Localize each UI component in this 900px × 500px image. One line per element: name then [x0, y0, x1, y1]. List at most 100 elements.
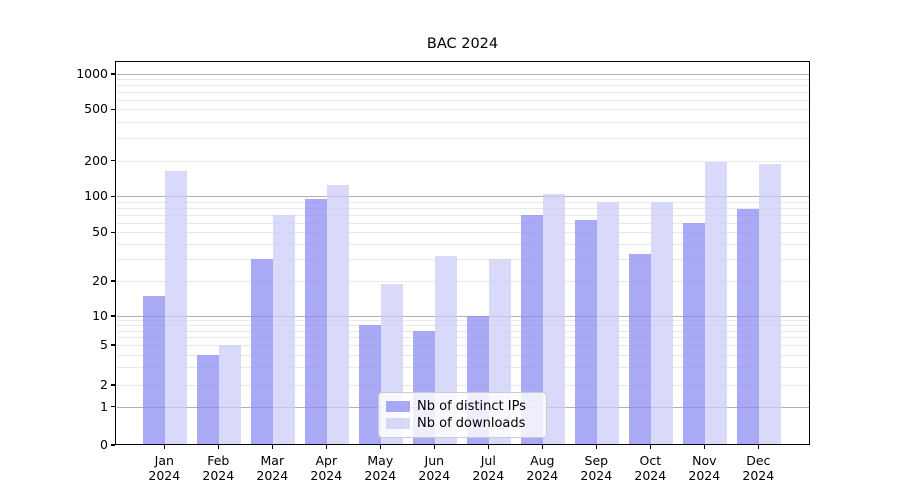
y-tick-label: 500 — [84, 101, 108, 117]
major-gridline — [117, 74, 809, 75]
bar-distinct-ips — [629, 254, 651, 444]
x-tick-label-month: Mar — [260, 453, 285, 468]
bar-downloads — [273, 214, 295, 444]
minor-gridline — [117, 109, 809, 111]
y-tick-label: 20 — [92, 273, 108, 288]
x-tick-mark — [325, 445, 327, 449]
y-tick-mark — [111, 231, 115, 233]
minor-gridline — [117, 121, 809, 123]
y-tick-mark — [111, 444, 115, 446]
bar-distinct-ips — [521, 214, 543, 444]
x-tick-mark — [217, 445, 219, 449]
y-tick-mark — [111, 406, 115, 408]
x-tick-mark — [541, 445, 543, 449]
x-tick-label-month: May — [367, 453, 394, 468]
legend-row-downloads: Nb of downloads — [386, 416, 538, 431]
y-tick-label: 100 — [84, 188, 108, 204]
bar-downloads — [165, 170, 187, 444]
bar-downloads — [705, 162, 727, 444]
x-tick-label-month: Feb — [207, 453, 230, 468]
x-tick-label: Sep 2024 — [564, 453, 628, 483]
y-tick-mark — [111, 384, 115, 386]
x-tick-label-month: Jun — [424, 453, 445, 468]
minor-gridline — [117, 330, 809, 332]
x-tick-mark — [271, 445, 273, 449]
minor-gridline — [117, 214, 809, 216]
minor-gridline — [117, 367, 809, 369]
bar-distinct-ips — [359, 325, 381, 444]
minor-gridline — [117, 320, 809, 322]
y-tick-label: 50 — [92, 224, 108, 240]
x-tick-label: Nov 2024 — [672, 453, 736, 483]
x-tick-label-year: 2024 — [148, 468, 181, 483]
y-tick-label: 2 — [100, 377, 108, 392]
x-tick-label-year: 2024 — [688, 468, 721, 483]
x-tick-label-month: Jan — [154, 453, 174, 468]
minor-gridline — [117, 100, 809, 101]
y-tick-label: 1 — [100, 398, 108, 414]
x-tick-label-year: 2024 — [580, 468, 613, 483]
x-tick-label-month: Apr — [315, 453, 338, 468]
x-tick-label: Jun 2024 — [402, 453, 466, 483]
x-tick-mark — [487, 445, 489, 449]
x-tick-label: Mar 2024 — [240, 453, 304, 483]
y-tick-mark — [111, 315, 115, 317]
x-tick-label: Jul 2024 — [456, 453, 520, 483]
x-tick-label: Feb 2024 — [186, 453, 250, 483]
x-tick-label-year: 2024 — [310, 468, 343, 483]
x-tick-label: Dec 2024 — [726, 453, 790, 483]
x-tick-label-year: 2024 — [634, 468, 667, 483]
legend-row-distinct-ips: Nb of distinct IPs — [386, 399, 538, 414]
major-gridline — [117, 196, 809, 198]
x-tick-label-year: 2024 — [418, 468, 451, 483]
bar-downloads — [543, 193, 565, 444]
x-tick-label-year: 2024 — [742, 468, 775, 483]
minor-gridline — [117, 92, 809, 94]
minor-gridline — [117, 138, 809, 139]
y-tick-label: 5 — [100, 337, 108, 352]
x-tick-label: May 2024 — [348, 453, 412, 483]
x-tick-mark — [649, 445, 651, 449]
x-tick-label: Apr 2024 — [294, 453, 358, 483]
x-tick-mark — [379, 445, 381, 449]
minor-gridline — [117, 325, 809, 327]
y-tick-label: 1000 — [76, 66, 108, 81]
bar-distinct-ips — [305, 199, 327, 444]
x-tick-label: Oct 2024 — [618, 453, 682, 483]
y-tick-label: 0 — [100, 437, 108, 452]
x-tick-mark — [703, 445, 705, 449]
y-tick-mark — [111, 73, 115, 75]
bar-distinct-ips — [251, 259, 273, 444]
x-tick-label-month: Oct — [639, 453, 662, 468]
x-tick-mark — [433, 445, 435, 449]
minor-gridline — [117, 385, 809, 386]
legend-label-downloads: Nb of downloads — [417, 416, 526, 431]
x-tick-label-month: Jul — [480, 453, 496, 468]
y-tick-mark — [111, 280, 115, 282]
x-tick-label-month: Dec — [746, 453, 771, 468]
y-tick-label: 10 — [92, 308, 108, 323]
minor-gridline — [117, 160, 809, 162]
x-tick-label-year: 2024 — [202, 468, 235, 483]
y-tick-label: 200 — [84, 152, 108, 168]
minor-gridline — [117, 85, 809, 87]
legend-swatch-distinct-ips — [386, 401, 410, 412]
x-tick-label-year: 2024 — [256, 468, 289, 483]
minor-gridline — [117, 79, 809, 81]
x-tick-label-year: 2024 — [472, 468, 505, 483]
x-tick-label: Jan 2024 — [132, 453, 196, 483]
x-tick-label-month: Aug — [530, 453, 555, 468]
minor-gridline — [117, 281, 809, 282]
bar-downloads — [327, 184, 349, 444]
bar-distinct-ips — [683, 222, 705, 444]
minor-gridline — [117, 345, 809, 346]
major-gridline — [117, 316, 809, 317]
y-tick-mark — [111, 108, 115, 110]
x-tick-mark — [757, 445, 759, 449]
bar-distinct-ips — [737, 209, 759, 444]
bar-downloads — [219, 345, 241, 444]
minor-gridline — [117, 201, 809, 203]
bar-downloads — [651, 201, 673, 444]
bar-downloads — [759, 163, 781, 444]
